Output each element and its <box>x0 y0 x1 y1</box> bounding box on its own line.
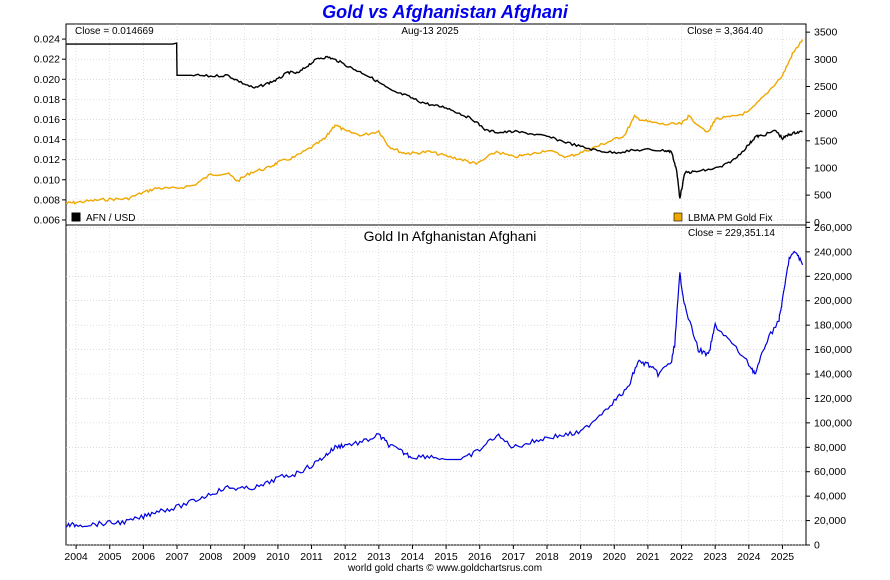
afn-close-label: Close = 0.014669 <box>75 26 154 37</box>
x-tick-label: 2014 <box>401 551 425 563</box>
bottom-right-tick-label: 220,000 <box>814 271 852 283</box>
x-tick-label: 2004 <box>64 551 88 563</box>
page-title: Gold vs Afghanistan Afghani <box>322 2 568 22</box>
gold-afn-line <box>65 250 804 528</box>
x-tick-label: 2006 <box>132 551 156 563</box>
bottom-right-tick-label: 40,000 <box>814 491 846 503</box>
x-tick-label: 2018 <box>535 551 559 563</box>
top-right-tick-label: 1500 <box>814 135 838 147</box>
x-tick-label: 2021 <box>636 551 660 563</box>
top-left-tick-label: 0.014 <box>34 134 60 146</box>
gold-legend-label: LBMA PM Gold Fix <box>688 213 772 224</box>
top-right-tick-label: 2000 <box>814 108 838 120</box>
bottom-right-tick-label: 260,000 <box>814 222 852 234</box>
x-axis-ticks: 2004 2005 2006 2007 2008 2009 2010 2011 2012 2013… <box>64 545 794 563</box>
x-tick-label: 2017 <box>502 551 526 563</box>
top-right-tick-label: 2500 <box>814 81 838 93</box>
x-tick-label: 2011 <box>300 551 323 563</box>
top-left-tick-label: 0.020 <box>34 74 60 86</box>
x-tick-label: 2015 <box>434 551 458 563</box>
x-tick-label: 2009 <box>233 551 257 563</box>
top-left-tick-label: 0.010 <box>34 174 60 186</box>
top-right-tick-label: 1000 <box>814 162 838 174</box>
x-tick-label: 2024 <box>737 551 761 563</box>
top-panel-grid <box>66 24 806 225</box>
top-right-tick-label: 500 <box>814 190 832 202</box>
top-left-tick-label: 0.024 <box>34 34 60 46</box>
gold-legend-swatch <box>673 212 683 222</box>
top-right-axis-ticks: 3500 3000 2500 2000 1500 1000 500 0 <box>806 27 838 229</box>
bottom-right-tick-label: 100,000 <box>814 417 852 429</box>
x-tick-label: 2020 <box>603 551 627 563</box>
x-tick-label: 2016 <box>468 551 492 563</box>
x-tick-label: 2019 <box>569 551 593 563</box>
top-right-tick-label: 3500 <box>814 27 838 39</box>
x-tick-label: 2022 <box>670 551 694 563</box>
top-left-axis-ticks: 0.024 0.022 0.020 0.018 0.016 0.014 0.012 0.010… <box>34 34 66 226</box>
x-tick-label: 2007 <box>165 551 189 563</box>
x-tick-label: 2005 <box>98 551 122 563</box>
top-left-tick-label: 0.012 <box>34 154 60 166</box>
x-tick-label: 2012 <box>334 551 358 563</box>
top-left-tick-label: 0.008 <box>34 194 60 206</box>
bottom-right-tick-label: 0 <box>814 540 820 552</box>
bottom-panel-grid <box>66 225 806 546</box>
bottom-right-tick-label: 140,000 <box>814 369 852 381</box>
afn-usd-line <box>66 42 803 199</box>
bottom-right-tick-label: 180,000 <box>814 320 852 332</box>
bottom-right-tick-label: 60,000 <box>814 466 846 478</box>
x-tick-label: 2010 <box>266 551 290 563</box>
bottom-right-tick-label: 240,000 <box>814 246 852 258</box>
bottom-right-tick-label: 20,000 <box>814 515 846 527</box>
bottom-right-tick-label: 120,000 <box>814 393 852 405</box>
gold-afn-close-label: Close = 229,351.14 <box>688 228 775 239</box>
x-tick-label: 2013 <box>367 551 391 563</box>
afn-legend-label: AFN / USD <box>86 213 135 224</box>
top-right-tick-label: 3000 <box>814 54 838 66</box>
gold-close-label: Close = 3,364.40 <box>687 26 763 37</box>
bottom-right-axis-ticks: 260,000 240,000 220,000 200,000 180,000 160,0… <box>806 222 852 552</box>
top-left-tick-label: 0.022 <box>34 54 60 66</box>
x-tick-label: 2008 <box>199 551 223 563</box>
top-left-tick-label: 0.006 <box>34 214 60 226</box>
footer-credit: world gold charts © www.goldchartsrus.co… <box>347 563 543 574</box>
bottom-right-tick-label: 160,000 <box>814 344 852 356</box>
top-left-tick-label: 0.018 <box>34 94 60 106</box>
x-tick-label: 2023 <box>704 551 728 563</box>
bottom-chart-title: Gold In Afghanistan Afghani <box>364 228 537 244</box>
x-tick-label: 2025 <box>771 551 795 563</box>
date-label: Aug-13 2025 <box>401 26 459 37</box>
gold-usd-line <box>65 39 804 205</box>
top-left-tick-label: 0.016 <box>34 114 60 126</box>
bottom-right-tick-label: 80,000 <box>814 442 846 454</box>
afn-legend-swatch <box>71 212 81 222</box>
bottom-right-tick-label: 200,000 <box>814 295 852 307</box>
top-right-tick-label: 0 <box>814 217 820 229</box>
